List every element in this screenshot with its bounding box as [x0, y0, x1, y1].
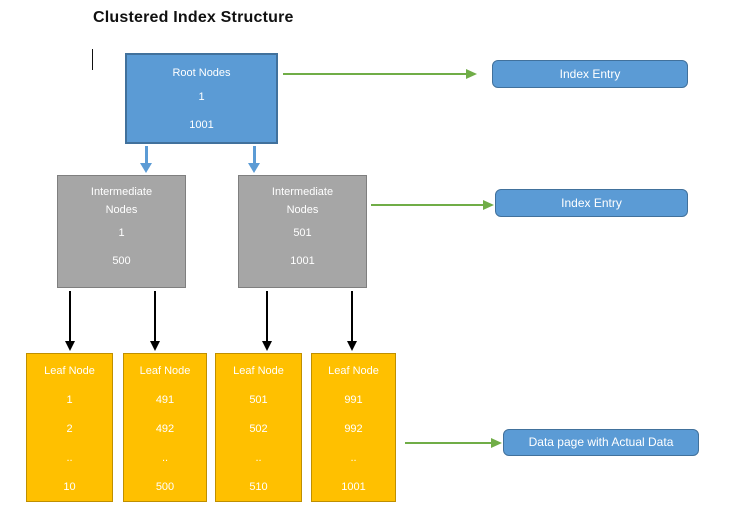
text-cursor-line: [92, 49, 93, 70]
intermediate-node-box-2: Intermediate Nodes 501 1001: [238, 175, 367, 288]
leaf-node-box-2: Leaf Node 491 492 .. 500: [123, 353, 207, 502]
arrow-leaf-to-data-page: [405, 442, 491, 444]
arrow-intermediate-to-leaf-3: [266, 291, 268, 342]
leaf-node-value: 2: [66, 423, 73, 435]
intermediate-node-value: 500: [112, 255, 131, 267]
leaf-node-label: Leaf Node: [44, 365, 95, 377]
root-node-box: Root Nodes 1 1001: [125, 53, 278, 144]
leaf-node-value: 992: [344, 423, 363, 435]
intermediate-node-box-1: Intermediate Nodes 1 500: [57, 175, 186, 288]
leaf-node-value: 501: [249, 394, 268, 406]
leaf-node-value: ..: [350, 452, 357, 464]
intermediate-node-label: Intermediate Nodes: [271, 186, 334, 216]
leaf-node-label: Leaf Node: [328, 365, 379, 377]
leaf-node-box-1: Leaf Node 1 2 .. 10: [26, 353, 113, 502]
arrow-intermediate-to-leaf-2: [154, 291, 156, 342]
data-page-callout: Data page with Actual Data: [503, 429, 699, 456]
index-entry-callout-1: Index Entry: [492, 60, 688, 88]
root-node-value: 1: [198, 91, 205, 103]
leaf-node-box-4: Leaf Node 991 992 .. 1001: [311, 353, 396, 502]
arrow-head-icon: [466, 69, 477, 79]
leaf-node-box-3: Leaf Node 501 502 .. 510: [215, 353, 302, 502]
arrow-intermediate-to-leaf-4: [351, 291, 353, 342]
arrow-head-icon: [262, 341, 272, 351]
arrow-root-to-index-entry: [283, 73, 466, 75]
arrow-head-icon: [347, 341, 357, 351]
leaf-node-value: 492: [155, 423, 175, 435]
root-node-value: 1001: [189, 119, 214, 131]
intermediate-node-value: 501: [293, 227, 312, 239]
arrow-intermediate-to-index-entry: [371, 204, 483, 206]
leaf-node-value: ..: [66, 452, 73, 464]
leaf-node-value: ..: [161, 452, 169, 464]
intermediate-node-label: Intermediate Nodes: [90, 186, 153, 216]
leaf-node-value: ..: [255, 452, 262, 464]
leaf-node-value: 991: [344, 394, 363, 406]
arrow-root-to-intermediate-2: [253, 146, 256, 164]
leaf-node-value: 510: [249, 481, 268, 493]
leaf-node-label: Leaf Node: [233, 365, 284, 377]
leaf-node-value: 1001: [341, 481, 366, 493]
leaf-node-value: 1: [66, 394, 73, 406]
diagram-title: Clustered Index Structure: [93, 9, 294, 26]
arrow-head-icon: [491, 438, 502, 448]
leaf-node-value: 10: [63, 481, 76, 493]
leaf-node-label: Leaf Node: [139, 365, 191, 377]
arrow-head-icon: [140, 163, 152, 173]
arrow-intermediate-to-leaf-1: [69, 291, 71, 342]
arrow-head-icon: [150, 341, 160, 351]
arrow-head-icon: [248, 163, 260, 173]
arrow-head-icon: [483, 200, 494, 210]
intermediate-node-value: 1: [118, 227, 125, 239]
leaf-node-value: 491: [155, 394, 175, 406]
leaf-node-value: 502: [249, 423, 268, 435]
leaf-node-value: 500: [155, 481, 175, 493]
index-entry-callout-2: Index Entry: [495, 189, 688, 217]
arrow-head-icon: [65, 341, 75, 351]
root-node-label: Root Nodes: [172, 67, 231, 79]
intermediate-node-value: 1001: [290, 255, 315, 267]
arrow-root-to-intermediate-1: [145, 146, 148, 164]
